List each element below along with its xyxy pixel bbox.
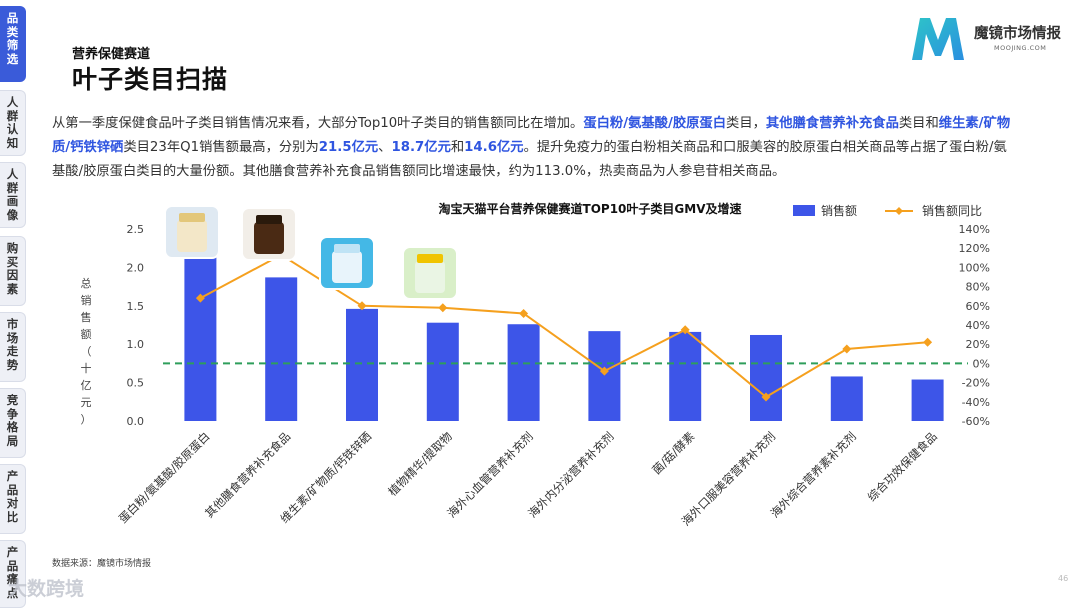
y-right-tick-label: 40% xyxy=(966,319,990,332)
desc-text: 类目和 xyxy=(898,116,939,131)
page-title: 叶子类目扫描 xyxy=(72,65,229,94)
watermark: 大数跨境 xyxy=(8,578,85,600)
growth-point xyxy=(599,366,609,376)
bar xyxy=(507,324,540,421)
y-left-tick-label: 0.0 xyxy=(127,415,145,428)
section-title: 营养保健赛道 xyxy=(72,47,151,62)
y-left-tick-label: 1.0 xyxy=(127,338,145,351)
sidebar-tab-audience-cognition[interactable]: 人群认知 xyxy=(0,90,26,156)
bar xyxy=(346,308,378,421)
y-right-tick-label: 80% xyxy=(966,281,990,294)
growth-point xyxy=(438,303,448,313)
growth-point xyxy=(195,293,205,303)
x-category-label: 海外内分泌营养补充剂 xyxy=(525,429,616,520)
logo-mark-icon xyxy=(912,18,964,60)
growth-line xyxy=(199,253,928,399)
chart-title: 淘宝天猫平台营养保健赛道TOP10叶子类目GMV及增速 xyxy=(439,201,742,216)
y-left-tick-label: 2.0 xyxy=(127,261,145,274)
desc-text: 类目， xyxy=(726,116,766,131)
y-right-tick-label: 20% xyxy=(966,338,990,351)
product-thumbnail-cap xyxy=(334,244,360,253)
x-category-label: 其他膳食营养补充食品 xyxy=(202,429,293,520)
desc-highlight: 21.5亿元 xyxy=(318,140,379,155)
x-category-label: 海外综合营养素补充剂 xyxy=(768,429,859,520)
bar xyxy=(911,379,944,421)
brand-logo: 魔镜市场情报 MOOJING.COM xyxy=(908,14,1068,64)
sidebar-nav: 品类筛选 人群认知 人群画像 购买因素 市场走势 竞争格局 产品对比 产品痛点 xyxy=(0,0,30,608)
bar xyxy=(184,255,217,421)
bar xyxy=(588,331,621,421)
y-right-tick-label: 60% xyxy=(966,300,990,313)
bar xyxy=(830,376,863,421)
desc-text: 。提升免疫力的蛋白粉相关商品和口服美容的胶原蛋白相关商品等占据了蛋白粉/氨基酸/… xyxy=(52,140,1007,179)
y-right-tick-label: 100% xyxy=(959,261,990,274)
growth-point xyxy=(357,301,367,311)
desc-highlight: 蛋白粉/氨基酸/胶原蛋白 xyxy=(583,116,727,131)
logo-url: MOOJING.COM xyxy=(994,44,1047,52)
bar xyxy=(265,277,298,421)
desc-text: 类目23年Q1销售额最高，分别为 xyxy=(123,140,319,155)
logo-name: 魔镜市场情报 xyxy=(974,26,1061,42)
growth-point xyxy=(761,392,771,402)
description-paragraph: 从第一季度保健食品叶子类目销售情况来看，大部分Top10叶子类目的销售额同比在增… xyxy=(52,112,1012,184)
growth-point xyxy=(842,344,852,354)
growth-point xyxy=(680,325,690,335)
product-thumbnail-cap xyxy=(179,213,205,222)
y-right-tick-label: 120% xyxy=(959,242,990,255)
growth-point xyxy=(519,308,529,318)
product-thumbnail-bottle xyxy=(254,222,284,254)
y-right-tick-label: -40% xyxy=(962,396,990,409)
y-right-tick-label: 140% xyxy=(959,223,990,236)
x-category-label: 蛋白粉/氨基酸/胶原蛋白 xyxy=(116,429,213,526)
data-source: 数据来源：魔镜市场情报 xyxy=(52,559,152,569)
page-number: 46 xyxy=(1058,574,1069,583)
growth-point xyxy=(923,337,933,347)
desc-text: 从第一季度保健食品叶子类目销售情况来看，大部分Top10叶子类目的销售额同比在增… xyxy=(52,116,584,131)
x-category-label: 植物精华/提取物 xyxy=(385,429,455,499)
y-left-axis-title: 总销售额（十亿元） xyxy=(81,276,92,426)
y-left-tick-label: 2.5 xyxy=(127,223,145,236)
sidebar-tab-audience-profile[interactable]: 人群画像 xyxy=(0,162,26,228)
bar xyxy=(426,322,459,421)
desc-highlight: 其他膳食营养补充食品 xyxy=(765,116,899,131)
sidebar-tab-market-trend[interactable]: 市场走势 xyxy=(0,312,26,382)
legend-bar-swatch xyxy=(793,205,815,216)
legend-line-label: 销售额同比 xyxy=(922,203,982,218)
desc-text: 、 xyxy=(378,140,392,155)
product-thumbnail-bottle xyxy=(177,220,207,252)
legend-line-marker xyxy=(895,207,903,215)
desc-text: 和 xyxy=(450,140,465,155)
desc-highlight: 18.7亿元 xyxy=(391,140,451,155)
x-category-label: 维生素/矿物质/钙铁锌硒 xyxy=(277,429,374,526)
y-right-tick-label: -60% xyxy=(962,415,990,428)
sidebar-tab-product-pain[interactable]: 产品痛点 xyxy=(0,540,26,608)
x-category-label: 海外心血管营养补充剂 xyxy=(445,429,536,520)
product-thumbnail-bottle xyxy=(332,251,362,283)
desc-highlight: 维生素/矿物质/钙铁锌硒 xyxy=(52,116,1011,155)
bar xyxy=(669,331,702,421)
product-thumbnail-cap xyxy=(417,254,443,263)
x-category-label: 海外口服美容营养补充剂 xyxy=(679,429,778,528)
x-category-label: 菌/菇/酵素 xyxy=(649,429,697,477)
product-thumbnail-cap xyxy=(256,215,282,224)
y-right-tick-label: -20% xyxy=(962,377,990,390)
sidebar-tab-category[interactable]: 品类筛选 xyxy=(0,6,26,82)
sidebar-tab-product-compare[interactable]: 产品对比 xyxy=(0,464,26,534)
y-right-tick-label: 0% xyxy=(973,357,990,370)
y-left-tick-label: 1.5 xyxy=(127,300,145,313)
bar xyxy=(750,334,782,421)
sidebar-tab-competition[interactable]: 竞争格局 xyxy=(0,388,26,458)
x-category-label: 综合功效保健食品 xyxy=(865,429,940,504)
sidebar-tab-purchase-factors[interactable]: 购买因素 xyxy=(0,236,26,306)
legend-bar-label: 销售额 xyxy=(821,203,857,218)
y-left-tick-label: 0.5 xyxy=(127,377,145,390)
desc-highlight: 14.6亿元 xyxy=(464,140,524,155)
product-thumbnail-bottle xyxy=(415,261,445,293)
